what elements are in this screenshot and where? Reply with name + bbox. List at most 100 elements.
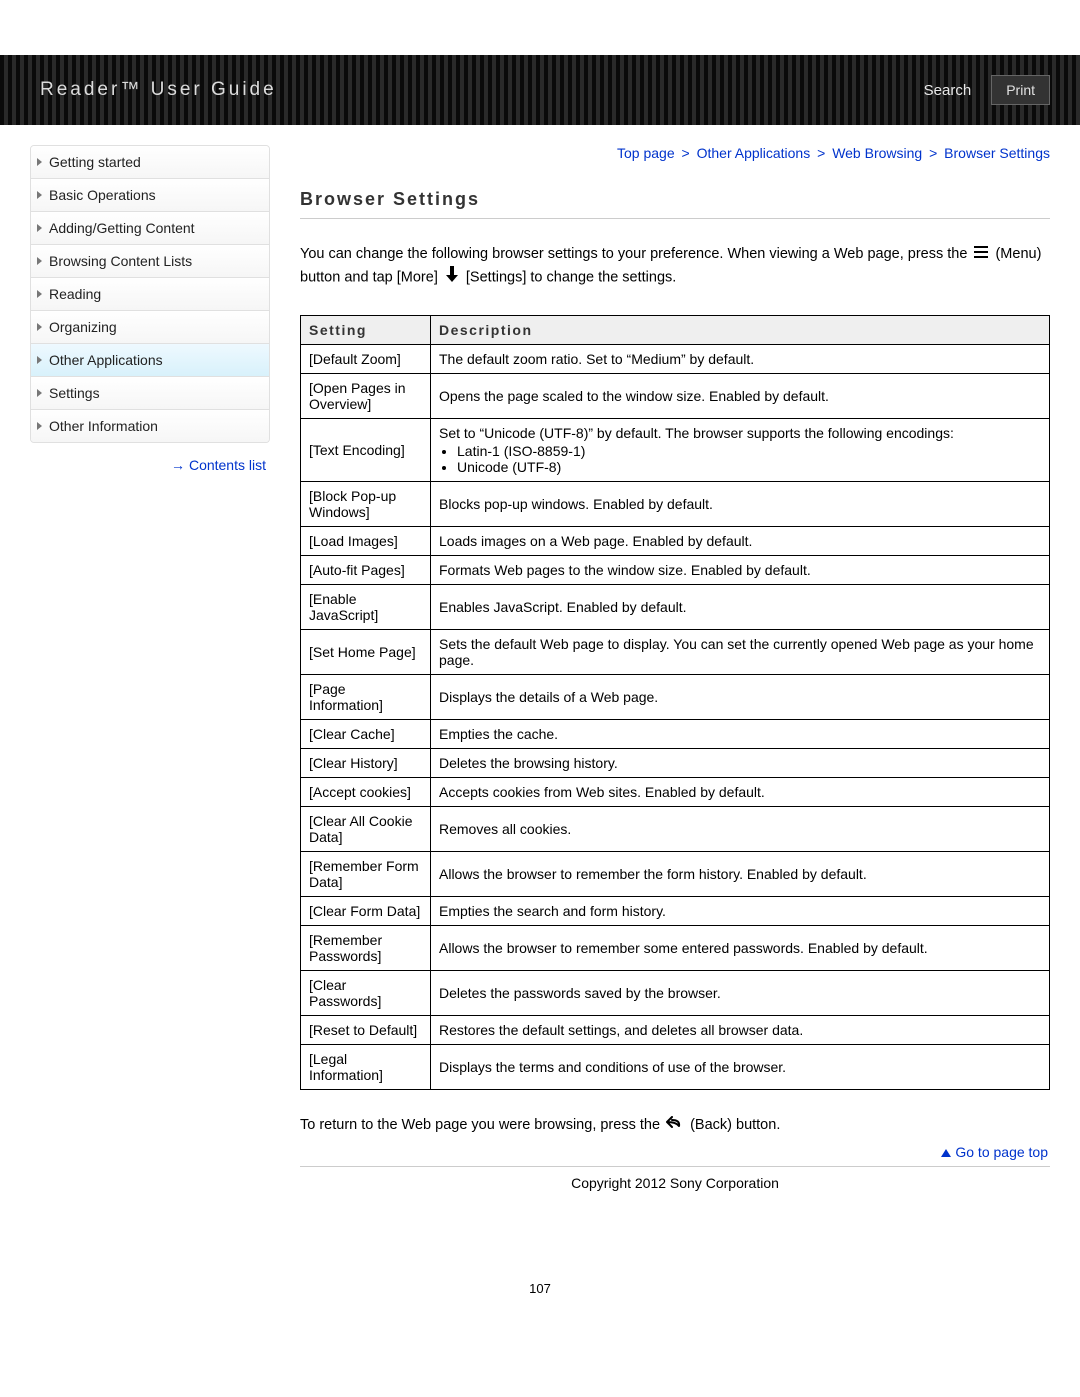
go-top-link[interactable]: Go to page top [941,1144,1048,1160]
setting-name: [Open Pages in Overview] [301,374,431,419]
breadcrumb-separator: > [922,145,944,161]
go-top-label: Go to page top [955,1144,1048,1160]
list-item: Unicode (UTF-8) [457,459,1041,475]
table-row: [Clear Cache]Empties the cache. [301,720,1050,749]
table-row: [Default Zoom]The default zoom ratio. Se… [301,345,1050,374]
print-button[interactable]: Print [991,75,1050,105]
sidebar-item[interactable]: Adding/Getting Content [31,212,269,245]
table-row: [Block Pop-up Windows]Blocks pop-up wind… [301,482,1050,527]
sidebar-item[interactable]: Basic Operations [31,179,269,212]
intro-part-a: You can change the following browser set… [300,246,971,262]
sidebar-item[interactable]: Settings [31,377,269,410]
setting-description: Blocks pop-up windows. Enabled by defaul… [431,482,1050,527]
setting-description: Allows the browser to remember the form … [431,852,1050,897]
table-row: [Clear Form Data]Empties the search and … [301,897,1050,926]
nav-list: Getting startedBasic OperationsAdding/Ge… [30,145,270,443]
setting-name: [Clear Cache] [301,720,431,749]
setting-description: Displays the terms and conditions of use… [431,1045,1050,1090]
header-bar: Reader™ User Guide Search Print [0,55,1080,125]
table-row: [Open Pages in Overview]Opens the page s… [301,374,1050,419]
setting-description: Opens the page scaled to the window size… [431,374,1050,419]
list-item: Latin-1 (ISO-8859-1) [457,443,1041,459]
main-content: Top page > Other Applications > Web Brow… [300,145,1050,1191]
setting-name: [Accept cookies] [301,778,431,807]
setting-name: [Set Home Page] [301,630,431,675]
intro-text: You can change the following browser set… [300,243,1050,289]
triangle-up-icon [941,1149,951,1157]
setting-description: Loads images on a Web page. Enabled by d… [431,527,1050,556]
table-row: [Auto-fit Pages]Formats Web pages to the… [301,556,1050,585]
breadcrumb-separator: > [675,145,697,161]
contents-list-row: →Contents list [30,457,270,473]
setting-name: [Clear Passwords] [301,971,431,1016]
setting-name: [Block Pop-up Windows] [301,482,431,527]
intro-settings-text: [Settings] to change the settings. [466,269,676,285]
setting-name: [Clear All Cookie Data] [301,807,431,852]
setting-name: [Enable JavaScript] [301,585,431,630]
setting-name: [Page Information] [301,675,431,720]
page-number: 107 [0,1281,1080,1296]
table-row: [Remember Passwords]Allows the browser t… [301,926,1050,971]
setting-description: Empties the cache. [431,720,1050,749]
setting-description: Empties the search and form history. [431,897,1050,926]
sidebar: Getting startedBasic OperationsAdding/Ge… [30,145,270,1191]
table-row: [Clear All Cookie Data]Removes all cooki… [301,807,1050,852]
setting-description: Accepts cookies from Web sites. Enabled … [431,778,1050,807]
setting-name: [Reset to Default] [301,1016,431,1045]
setting-description: Deletes the passwords saved by the brows… [431,971,1050,1016]
settings-table: Setting Description [Default Zoom]The de… [300,315,1050,1090]
menu-icon [974,243,988,265]
setting-name: [Auto-fit Pages] [301,556,431,585]
table-row: [Enable JavaScript]Enables JavaScript. E… [301,585,1050,630]
sidebar-item[interactable]: Other Applications [31,344,269,377]
setting-description: Enables JavaScript. Enabled by default. [431,585,1050,630]
contents-list-link[interactable]: →Contents list [171,457,266,473]
sidebar-item[interactable]: Getting started [31,146,269,179]
breadcrumb: Top page > Other Applications > Web Brow… [300,145,1050,161]
setting-description: The default zoom ratio. Set to “Medium” … [431,345,1050,374]
table-row: [Remember Form Data]Allows the browser t… [301,852,1050,897]
back-icon [666,1116,684,1134]
setting-description: Displays the details of a Web page. [431,675,1050,720]
setting-description: Restores the default settings, and delet… [431,1016,1050,1045]
setting-description: Allows the browser to remember some ente… [431,926,1050,971]
return-note-a: To return to the Web page you were brows… [300,1117,664,1133]
setting-name: [Clear History] [301,749,431,778]
setting-name: [Remember Passwords] [301,926,431,971]
breadcrumb-separator: > [810,145,832,161]
setting-description: Formats Web pages to the window size. En… [431,556,1050,585]
setting-name: [Remember Form Data] [301,852,431,897]
settings-arrow-icon [445,266,459,289]
return-note: To return to the Web page you were brows… [300,1116,1050,1134]
setting-description: Set to “Unicode (UTF-8)” by default. The… [431,419,1050,482]
go-top-row: Go to page top [300,1144,1050,1160]
search-link[interactable]: Search [924,82,972,99]
setting-description: Sets the default Web page to display. Yo… [431,630,1050,675]
table-row: [Accept cookies]Accepts cookies from Web… [301,778,1050,807]
contents-list-label: Contents list [189,457,266,473]
sidebar-item[interactable]: Browsing Content Lists [31,245,269,278]
setting-description: Removes all cookies. [431,807,1050,852]
return-note-b: (Back) button. [690,1117,780,1133]
table-row: [Text Encoding]Set to “Unicode (UTF-8)” … [301,419,1050,482]
table-header-description: Description [431,316,1050,345]
table-row: [Load Images]Loads images on a Web page.… [301,527,1050,556]
table-row: [Page Information]Displays the details o… [301,675,1050,720]
sidebar-item[interactable]: Other Information [31,410,269,442]
app-title: Reader™ User Guide [40,79,277,101]
table-row: [Set Home Page]Sets the default Web page… [301,630,1050,675]
sidebar-item[interactable]: Reading [31,278,269,311]
setting-name: [Load Images] [301,527,431,556]
page-title: Browser Settings [300,189,1050,219]
setting-name: [Clear Form Data] [301,897,431,926]
sidebar-item[interactable]: Organizing [31,311,269,344]
setting-description: Deletes the browsing history. [431,749,1050,778]
table-row: [Clear History]Deletes the browsing hist… [301,749,1050,778]
table-row: [Legal Information]Displays the terms an… [301,1045,1050,1090]
breadcrumb-item[interactable]: Other Applications [697,145,811,161]
arrow-right-icon: → [171,457,185,473]
breadcrumb-item: Browser Settings [944,145,1050,161]
breadcrumb-item[interactable]: Top page [617,145,675,161]
setting-name: [Default Zoom] [301,345,431,374]
breadcrumb-item[interactable]: Web Browsing [832,145,922,161]
